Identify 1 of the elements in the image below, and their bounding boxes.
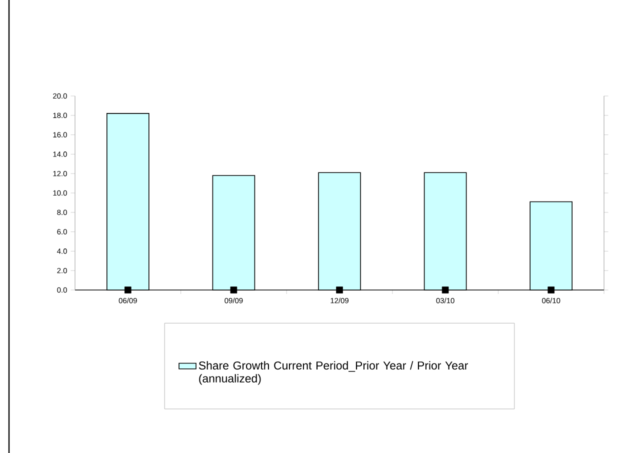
legend-label: Share Growth Current Period_Prior Year / Prior Year (annualized) bbox=[198, 361, 468, 385]
